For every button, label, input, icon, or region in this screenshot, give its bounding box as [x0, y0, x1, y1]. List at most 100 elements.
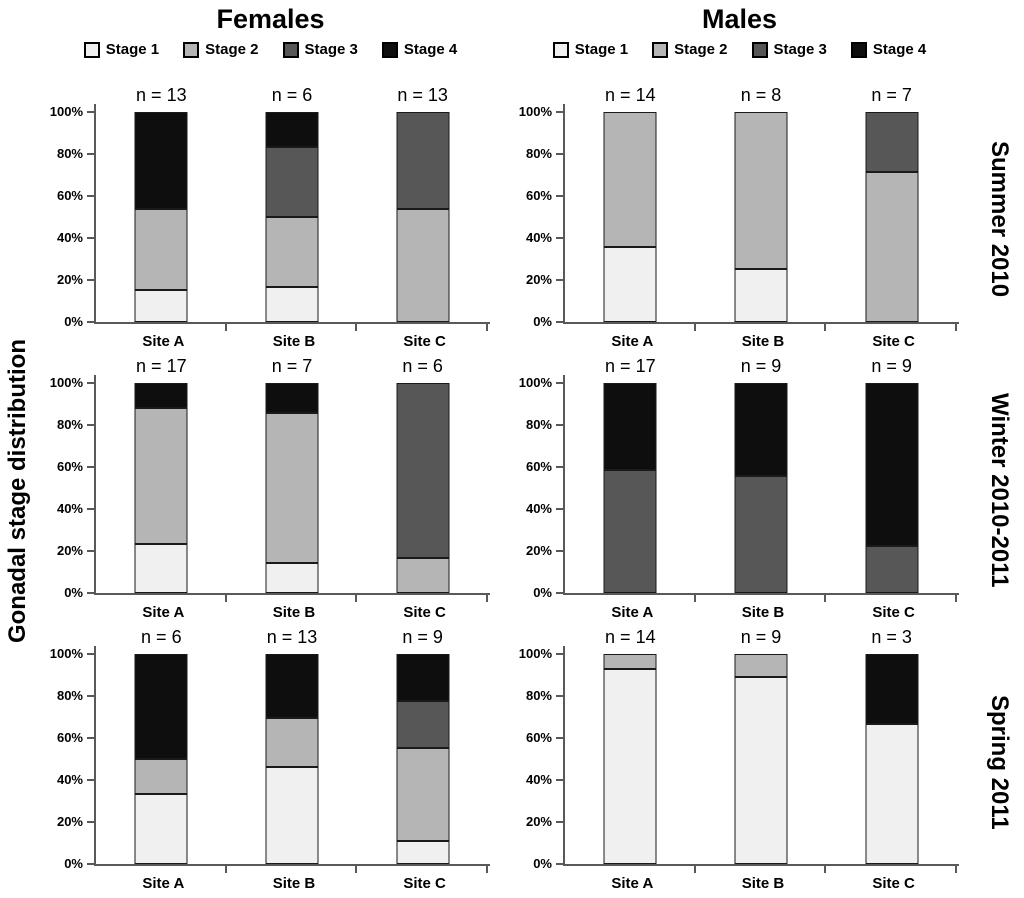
legend-item: Stage 3	[751, 41, 827, 58]
y-tick-label: 100%	[49, 104, 83, 119]
bar-segment-stage-1	[603, 669, 657, 864]
n-label: n = 7	[271, 356, 313, 376]
legend-item: Stage 2	[652, 41, 728, 58]
bar-slot: n = 6	[227, 85, 358, 322]
bar-segment-stage-1	[396, 841, 450, 864]
stacked-bar	[396, 112, 450, 322]
x-tick-mark	[693, 324, 696, 331]
bar-segment-stage-2	[603, 654, 657, 669]
x-axis-label: Site C	[872, 604, 915, 621]
n-label: n = 13	[136, 85, 187, 105]
legend-swatch-stage-2	[652, 41, 669, 58]
y-tick-mark	[87, 592, 94, 594]
y-tick-label: 60%	[56, 459, 83, 474]
y-tick-mark	[87, 111, 94, 113]
y-tick-mark	[556, 779, 563, 781]
males-header: Males Stage 1 Stage 2 Stage 3 Stage 4	[505, 0, 974, 84]
y-axis: 100% 80% 60% 40% 20% 0%	[40, 105, 94, 329]
legend-label: Stage 4	[872, 41, 927, 58]
y-tick-label: 40%	[525, 501, 552, 516]
x-tick-mark	[355, 324, 358, 331]
x-axis-label: Site A	[611, 604, 654, 621]
x-axis-labels: Site A Site B Site C	[98, 333, 490, 350]
x-tick-mark	[355, 866, 358, 873]
y-axis-title: Gonadal stage distribution	[4, 338, 31, 644]
x-axis-label: Site A	[142, 333, 185, 350]
x-tick-mark	[486, 866, 488, 873]
bar-segment-stage-2	[134, 408, 188, 544]
stacked-bar	[734, 654, 788, 864]
legend-label: Stage 1	[105, 41, 160, 58]
stacked-bar	[865, 654, 919, 864]
n-label: n = 13	[397, 85, 448, 105]
x-axis-label: Site C	[872, 875, 915, 892]
x-axis-labels: Site A Site B Site C	[567, 333, 959, 350]
legend-females: Stage 1 Stage 2 Stage 3 Stage 4	[83, 41, 457, 58]
bar-segment-stage-3	[734, 476, 788, 593]
y-tick-label: 20%	[525, 814, 552, 829]
y-tick-label: 80%	[525, 146, 552, 161]
y-tick-mark	[556, 321, 563, 323]
y-tick-label: 20%	[56, 814, 83, 829]
x-axis-labels: Site A Site B Site C	[98, 875, 490, 892]
y-tick-mark	[556, 237, 563, 239]
y-tick-label: 80%	[525, 688, 552, 703]
bar-slot: n = 13	[96, 85, 227, 322]
y-tick-label: 0%	[64, 856, 83, 871]
x-axis-label: Site C	[872, 333, 915, 350]
x-axis-label: Site A	[142, 604, 185, 621]
x-tick-mark	[224, 866, 227, 873]
legend-label: Stage 2	[674, 41, 728, 58]
stacked-bar	[734, 383, 788, 593]
plot-area: n = 17 n = 7 n = 6	[94, 356, 490, 602]
y-tick-mark	[556, 863, 563, 865]
stacked-bar	[396, 383, 450, 593]
y-tick-mark	[87, 237, 94, 239]
n-label: n = 9	[740, 627, 782, 647]
bar-segment-stage-4	[134, 112, 188, 209]
y-tick-mark	[87, 424, 94, 426]
y-tick-mark	[87, 279, 94, 281]
bar-slot: n = 9	[696, 627, 827, 864]
x-axis-label: Site A	[611, 333, 654, 350]
stacked-bar	[265, 383, 319, 593]
x-tick-mark	[955, 595, 957, 602]
panel-main: 100% 80% 60% 40% 20% 0% n = 13 n = 6 n = 13	[40, 85, 505, 331]
bar-segment-stage-1	[734, 269, 788, 322]
bar-slot: n = 7	[227, 356, 358, 593]
x-axis-labels: Site A Site B Site C	[567, 875, 959, 892]
y-tick-mark	[87, 466, 94, 468]
legend-swatch-stage-3	[282, 41, 299, 58]
y-tick-label: 20%	[56, 543, 83, 558]
bar-segment-stage-2	[265, 718, 319, 767]
bar-segment-stage-1	[134, 290, 188, 322]
y-tick-label: 100%	[518, 104, 552, 119]
bar-segment-stage-2	[865, 172, 919, 322]
stacked-bar	[265, 112, 319, 322]
bar-segment-stage-1	[134, 794, 188, 864]
plot-area: n = 14 n = 8 n = 7	[563, 85, 959, 331]
plot-area: n = 13 n = 6 n = 13	[94, 85, 490, 331]
y-tick-mark	[556, 737, 563, 739]
plot-area: n = 14 n = 9 n = 3	[563, 627, 959, 873]
y-tick-mark	[556, 508, 563, 510]
bar-segment-stage-4	[734, 383, 788, 476]
stacked-bar	[134, 112, 188, 322]
n-label: n = 7	[871, 85, 912, 105]
n-label: n = 17	[136, 356, 187, 376]
bar-segment-stage-2	[134, 759, 188, 794]
x-tick-mark	[824, 866, 827, 873]
panel-main: 100% 80% 60% 40% 20% 0% n = 17 n = 7 n = 6	[40, 356, 505, 602]
panel-main: 100% 80% 60% 40% 20% 0% n = 6 n = 13 n = 9	[40, 627, 505, 873]
y-tick-mark	[556, 592, 563, 594]
y-tick-mark	[556, 195, 563, 197]
x-axis-labels: Site A Site B Site C	[567, 604, 959, 621]
y-tick-mark	[87, 550, 94, 552]
bar-slot: n = 7	[826, 85, 957, 322]
y-tick-label: 60%	[525, 730, 552, 745]
x-axis-label: Site C	[403, 333, 446, 350]
bar-segment-stage-4	[865, 383, 919, 546]
stacked-bar	[134, 654, 188, 864]
legend-swatch-stage-1	[83, 41, 100, 58]
